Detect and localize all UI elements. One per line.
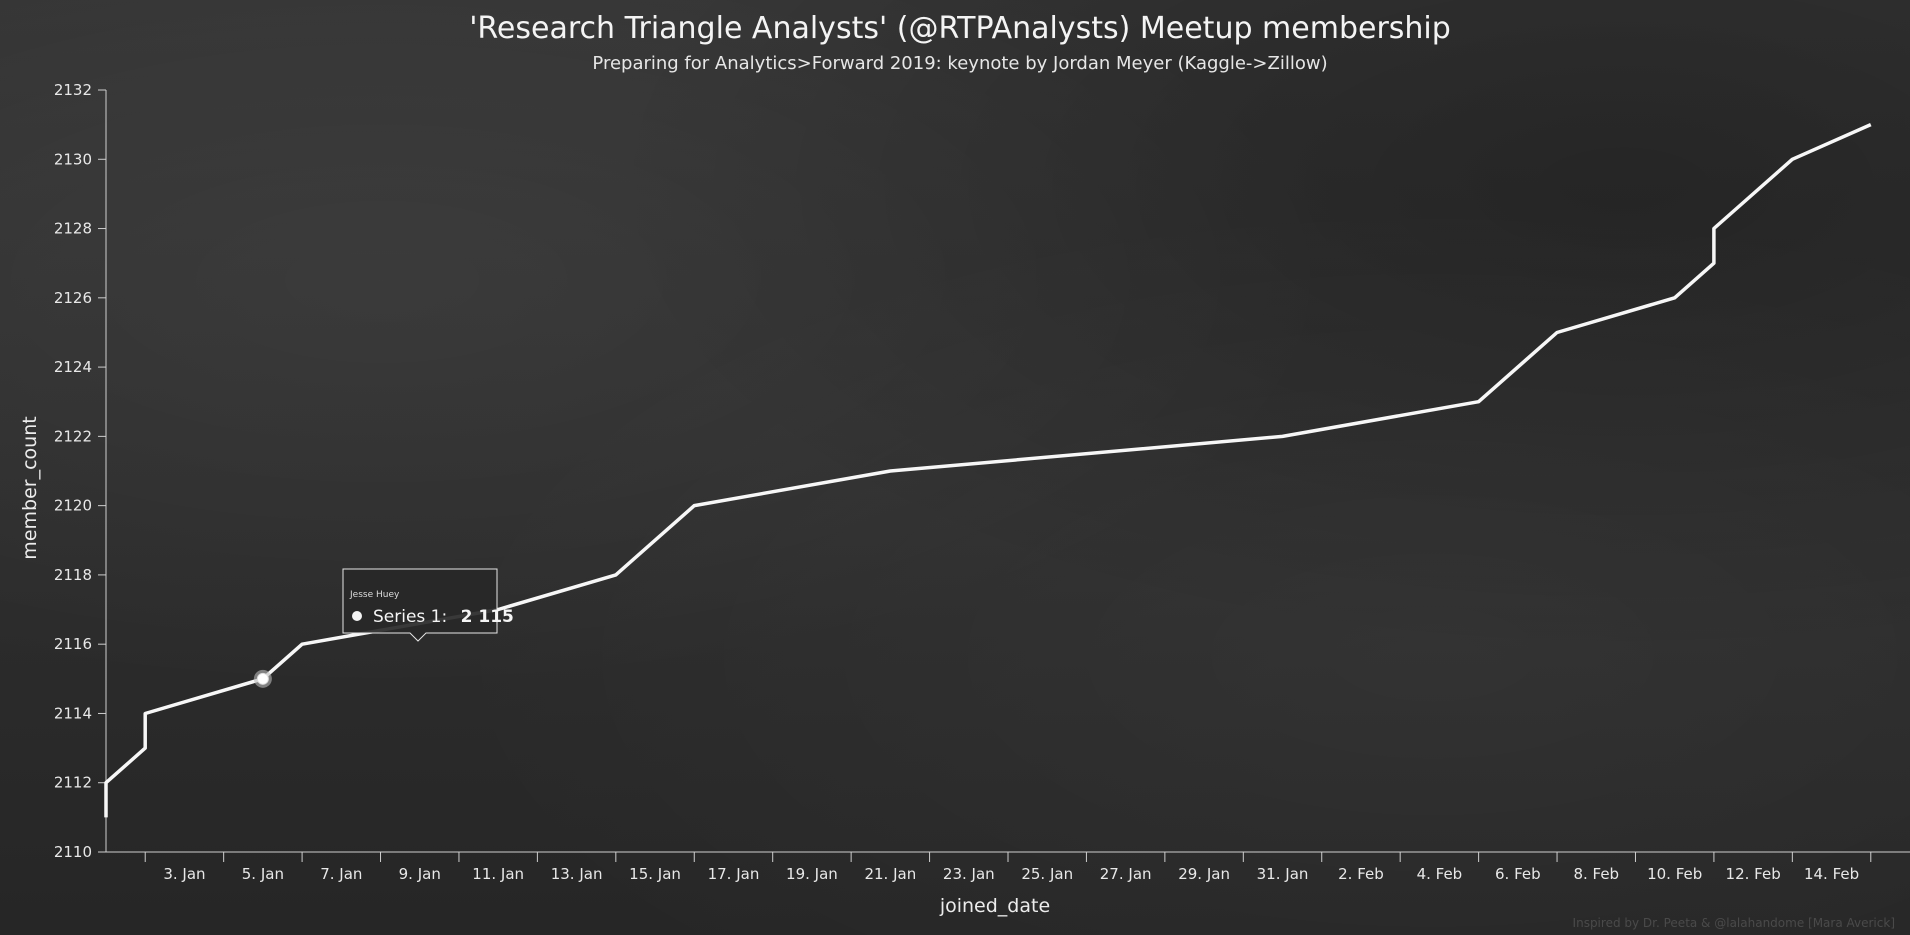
x-tick-label: 19. Jan xyxy=(786,865,838,883)
tooltip: Jesse Huey Series 1: 2 115 xyxy=(342,568,514,642)
tooltip-value-line: Series 1: 2 115 xyxy=(373,607,514,627)
x-tick-label: 31. Jan xyxy=(1257,865,1309,883)
y-tick-label: 2122 xyxy=(54,427,92,445)
credit-text: Inspired by Dr. Peeta & @lalahandome [Ma… xyxy=(1573,916,1895,930)
y-tick-label: 2124 xyxy=(54,358,92,376)
y-tick-label: 2112 xyxy=(54,774,92,792)
x-tick-label: 11. Jan xyxy=(472,865,524,883)
x-tick-label: 12. Feb xyxy=(1726,865,1781,883)
x-tick-label: 29. Jan xyxy=(1178,865,1230,883)
x-tick-label: 6. Feb xyxy=(1495,865,1541,883)
x-tick-label: 25. Jan xyxy=(1021,865,1073,883)
x-tick-label: 7. Jan xyxy=(320,865,362,883)
x-axis-title: joined_date xyxy=(939,895,1050,917)
highlight-point[interactable] xyxy=(256,672,269,685)
x-tick-label: 5. Jan xyxy=(242,865,284,883)
y-axis: 2110 2112 2114 2116 2118 2120 2122 2124 2126 2128… xyxy=(54,81,107,861)
x-axis: 3. Jan 5. Jan 7. Jan 9. Jan 11. Jan 13. Jan 15… xyxy=(106,851,1910,883)
y-tick-label: 2130 xyxy=(54,150,92,168)
x-tick-label: 8. Feb xyxy=(1573,865,1619,883)
x-tick-label: 2. Feb xyxy=(1338,865,1384,883)
x-tick-label: 13. Jan xyxy=(551,865,603,883)
x-tick-label: 17. Jan xyxy=(708,865,760,883)
y-tick-label: 2110 xyxy=(54,843,92,861)
tooltip-series-label: Series 1: xyxy=(373,607,447,627)
x-tick-label: 4. Feb xyxy=(1417,865,1463,883)
y-tick-label: 2126 xyxy=(54,289,92,307)
x-tick-label: 21. Jan xyxy=(864,865,916,883)
y-tick-label: 2120 xyxy=(54,497,92,515)
chart-subtitle: Preparing for Analytics>Forward 2019: ke… xyxy=(592,53,1327,74)
series-line xyxy=(104,122,1872,818)
tooltip-box xyxy=(342,568,498,642)
x-tick-label: 23. Jan xyxy=(943,865,995,883)
x-tick-label: 15. Jan xyxy=(629,865,681,883)
tooltip-value: 2 115 xyxy=(461,607,514,627)
chart-title: 'Research Triangle Analysts' (@RTPAnalys… xyxy=(469,11,1451,46)
series-layer xyxy=(104,122,1872,818)
tooltip-series-dot xyxy=(352,611,362,621)
y-tick-label: 2118 xyxy=(54,566,92,584)
tooltip-point-name: Jesse Huey xyxy=(349,590,400,600)
y-tick-label: 2128 xyxy=(54,220,92,238)
x-tick-label: 10. Feb xyxy=(1647,865,1702,883)
y-tick-label: 2132 xyxy=(54,81,92,99)
y-tick-label: 2116 xyxy=(54,635,92,653)
x-tick-label: 3. Jan xyxy=(163,865,205,883)
y-tick-label: 2114 xyxy=(54,704,92,722)
y-axis-title: member_count xyxy=(19,416,41,559)
x-tick-label: 27. Jan xyxy=(1100,865,1152,883)
x-tick-label: 9. Jan xyxy=(399,865,441,883)
x-tick-label: 14. Feb xyxy=(1804,865,1859,883)
